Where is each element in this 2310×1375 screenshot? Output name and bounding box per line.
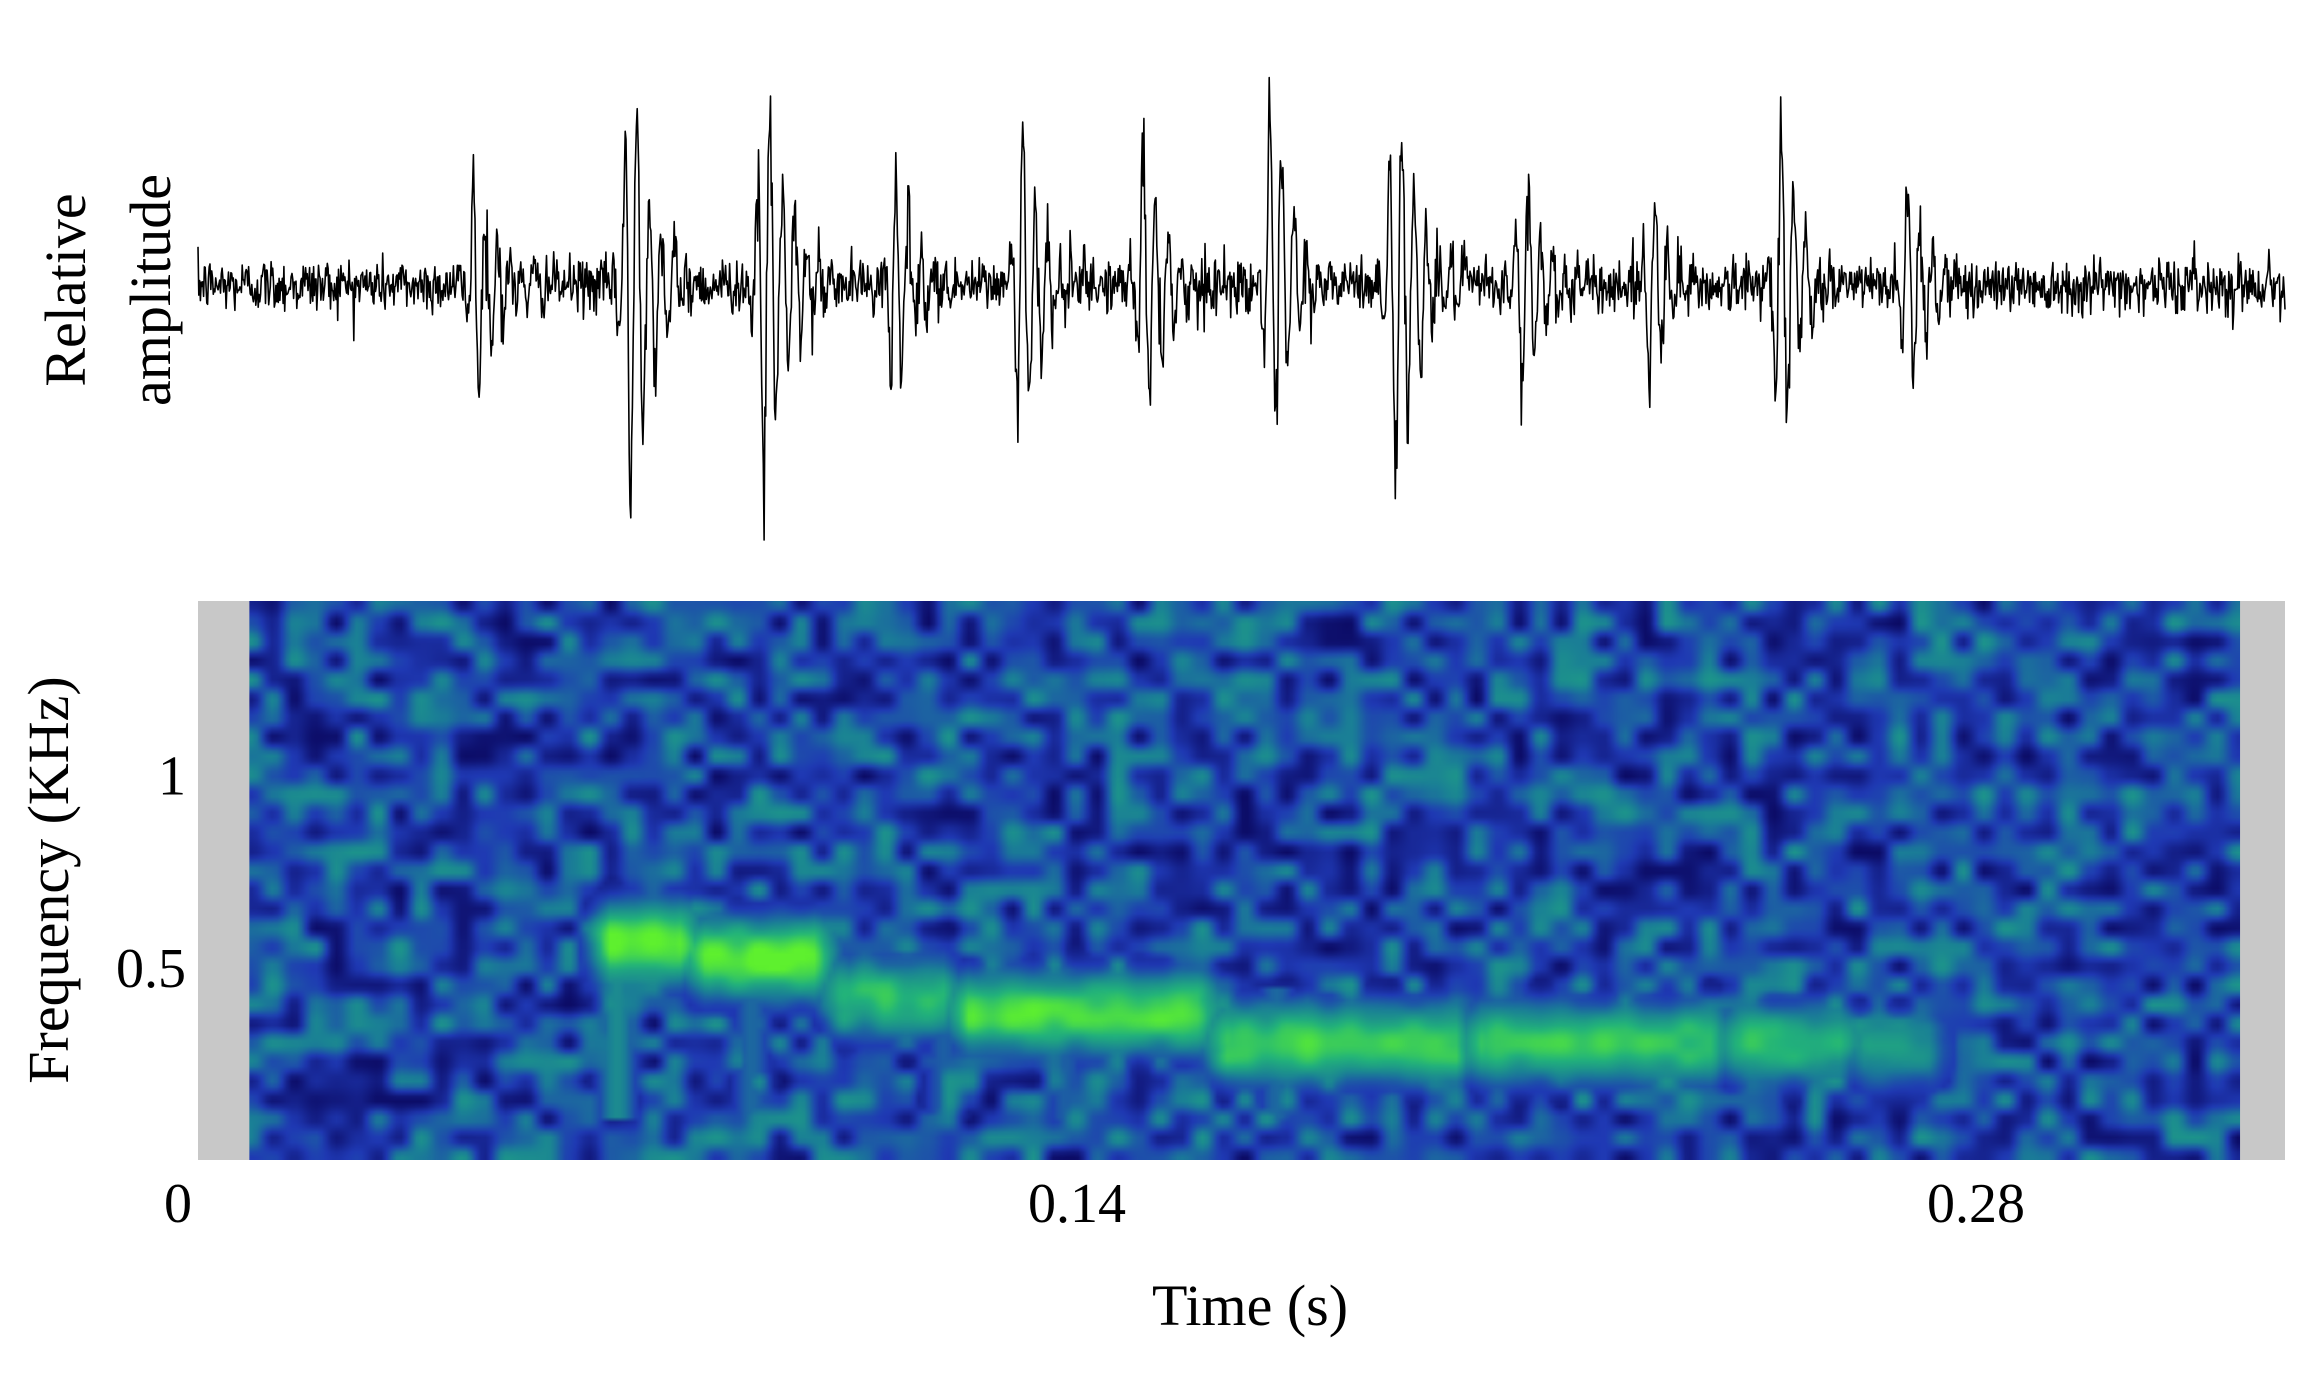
- waveform-series-line: [197, 76, 2286, 541]
- waveform-y-label-line-2: amplitude: [118, 174, 183, 406]
- spectrogram-heatmap: [249, 601, 2241, 1160]
- y-tick-labels: 0.51: [116, 745, 186, 1000]
- y-tick-label: 1: [158, 745, 186, 807]
- x-tick-labels: 0 0.14 0.28: [164, 1173, 2025, 1235]
- x-tick-label: 0: [164, 1173, 192, 1235]
- y-tick-label: 0.5: [116, 938, 186, 1000]
- spectrogram-panel: Frequency (KHz) 0.51 0 0.14 0.28 Time (s): [16, 601, 2285, 1338]
- spectrogram-x-label: Time (s): [1152, 1273, 1348, 1338]
- x-tick-label: 0.28: [1927, 1173, 2025, 1235]
- spectrogram-y-label: Frequency (KHz): [16, 676, 81, 1083]
- waveform-panel: Relative amplitude: [33, 76, 2286, 541]
- x-tick-label: 0.14: [1028, 1173, 1126, 1235]
- waveform-y-label-line-1: Relative: [33, 193, 98, 386]
